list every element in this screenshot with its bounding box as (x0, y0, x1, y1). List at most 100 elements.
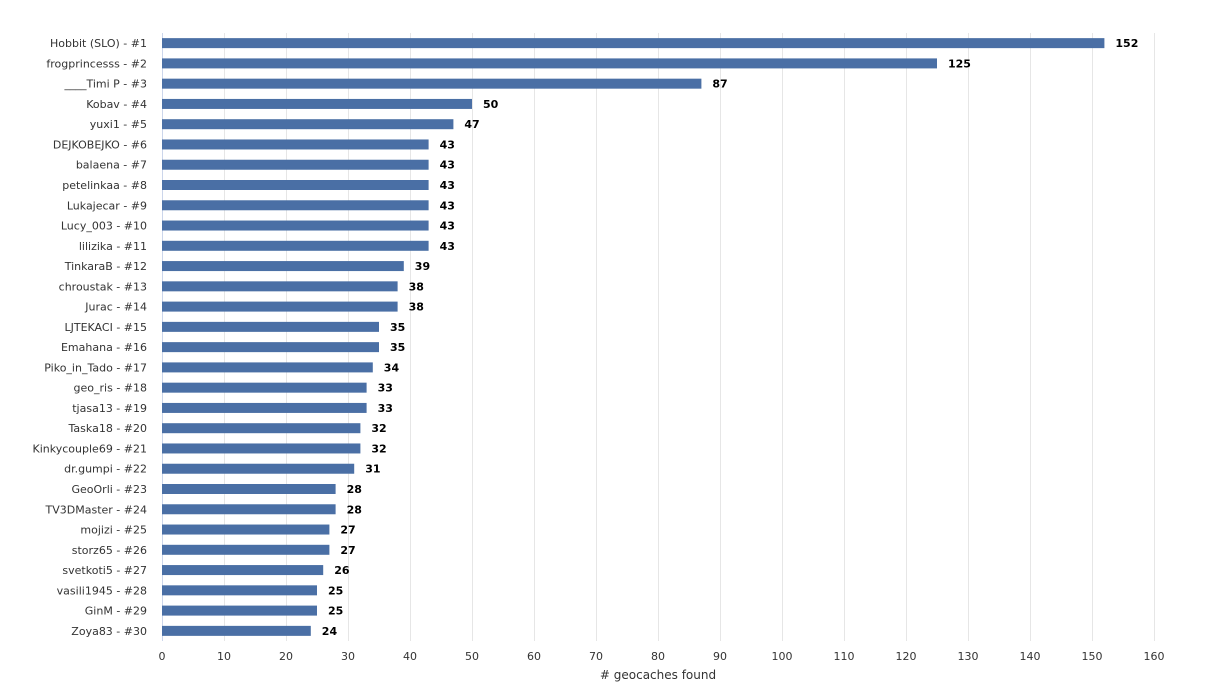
data-label: 25 (328, 605, 343, 618)
category-label: balaena - #7 (76, 159, 147, 172)
bar[interactable] (162, 544, 330, 555)
category-label: Emahana - #16 (61, 341, 147, 354)
x-tick-label: 130 (958, 650, 979, 663)
category-label: chroustak - #13 (59, 280, 147, 293)
data-label: 38 (409, 280, 424, 293)
data-label: 125 (948, 57, 971, 70)
x-tick-label: 20 (279, 650, 293, 663)
data-label: 35 (390, 341, 405, 354)
bar[interactable] (162, 98, 472, 109)
data-label: 31 (365, 463, 380, 476)
x-tick-label: 100 (772, 650, 793, 663)
bar[interactable] (162, 180, 429, 190)
grid-lines (162, 33, 1155, 641)
x-tick-label: 140 (1020, 650, 1041, 663)
bar[interactable] (162, 402, 367, 413)
category-label: frogprincesss - #2 (46, 57, 147, 70)
data-label: 43 (440, 159, 455, 172)
data-label: 43 (440, 138, 455, 151)
category-labels: Hobbit (SLO) - #1 frogprincesss - #2 ____T… (33, 37, 147, 638)
x-tick-label: 0 (159, 650, 166, 663)
data-label: 32 (371, 442, 386, 455)
data-label: 38 (409, 301, 424, 314)
bar[interactable] (162, 565, 324, 576)
category-label: TinkaraB - #12 (64, 260, 147, 273)
bar[interactable] (162, 443, 361, 454)
x-tick-label: 160 (1144, 650, 1165, 663)
bar[interactable] (162, 58, 937, 69)
x-tick-label: 90 (713, 650, 727, 663)
category-label: Hobbit (SLO) - #1 (50, 37, 147, 50)
data-labels: 152 125 87 50 47 43 43 43 43 43 43 39 38 38 35 35 34 33 33… (322, 37, 1139, 638)
bar[interactable] (162, 261, 404, 272)
category-label: yuxi1 - #5 (90, 118, 147, 131)
bar[interactable] (162, 321, 379, 332)
bar[interactable] (162, 281, 398, 292)
data-label: 28 (347, 503, 362, 516)
data-label: 35 (390, 321, 405, 334)
x-axis-title: # geocaches found (600, 668, 716, 682)
category-label: tjasa13 - #19 (72, 402, 147, 415)
category-label: TV3DMaster - #24 (45, 503, 147, 516)
data-label: 25 (328, 584, 343, 597)
bar[interactable] (162, 159, 429, 170)
bar[interactable] (162, 504, 336, 515)
category-label: Kinkycouple69 - #21 (33, 442, 147, 455)
x-tick-label: 60 (527, 650, 541, 663)
x-tick-label: 10 (217, 650, 231, 663)
data-label: 43 (440, 199, 455, 212)
bar[interactable] (162, 38, 1105, 49)
category-label: Zoya83 - #30 (71, 625, 147, 638)
category-label: Lucy_003 - #10 (61, 220, 147, 233)
bars (162, 38, 1105, 636)
category-label: svetkoti5 - #27 (62, 564, 147, 577)
x-tick-label: 80 (651, 650, 665, 663)
bar[interactable] (162, 423, 361, 434)
bar[interactable] (162, 585, 317, 596)
bar[interactable] (162, 484, 336, 494)
bar[interactable] (162, 200, 429, 211)
category-label: petelinkaa - #8 (62, 179, 147, 192)
category-label: mojizi - #25 (80, 524, 147, 537)
bar[interactable] (162, 78, 702, 89)
bar[interactable] (162, 524, 330, 535)
category-label: storz65 - #26 (72, 544, 147, 557)
data-label: 24 (322, 625, 338, 638)
x-tick-label: 50 (465, 650, 479, 663)
x-tick-label: 30 (341, 650, 355, 663)
x-tick-label: 70 (589, 650, 603, 663)
category-label: Piko_in_Tado - #17 (44, 361, 147, 374)
x-tick-label: 150 (1082, 650, 1103, 663)
bar[interactable] (162, 625, 311, 636)
bar[interactable] (162, 463, 355, 474)
data-label: 39 (415, 260, 430, 273)
bar[interactable] (162, 301, 398, 312)
category-label: lilizika - #11 (79, 240, 147, 253)
x-tick-label: 40 (403, 650, 417, 663)
data-label: 27 (340, 524, 355, 537)
data-label: 33 (378, 402, 393, 415)
category-label: LJTEKACI - #15 (65, 321, 148, 334)
data-label: 43 (440, 240, 455, 253)
data-label: 87 (712, 78, 727, 91)
data-label: 32 (371, 422, 386, 435)
bar[interactable] (162, 342, 379, 353)
bar[interactable] (162, 605, 317, 616)
category-label: ____Timi P - #3 (63, 78, 147, 91)
category-label: Kobav - #4 (86, 98, 147, 111)
bar[interactable] (162, 139, 429, 150)
x-tick-label: 110 (834, 650, 855, 663)
data-label: 43 (440, 220, 455, 233)
data-label: 47 (464, 118, 479, 131)
category-label: DEJKOBEJKO - #6 (53, 138, 147, 151)
bar[interactable] (162, 362, 373, 373)
data-label: 33 (378, 382, 393, 395)
bar[interactable] (162, 220, 429, 231)
data-label: 28 (347, 483, 362, 496)
bar[interactable] (162, 119, 454, 130)
bar[interactable] (162, 382, 367, 393)
bar[interactable] (162, 240, 429, 251)
category-label: GeoOrli - #23 (72, 483, 148, 496)
